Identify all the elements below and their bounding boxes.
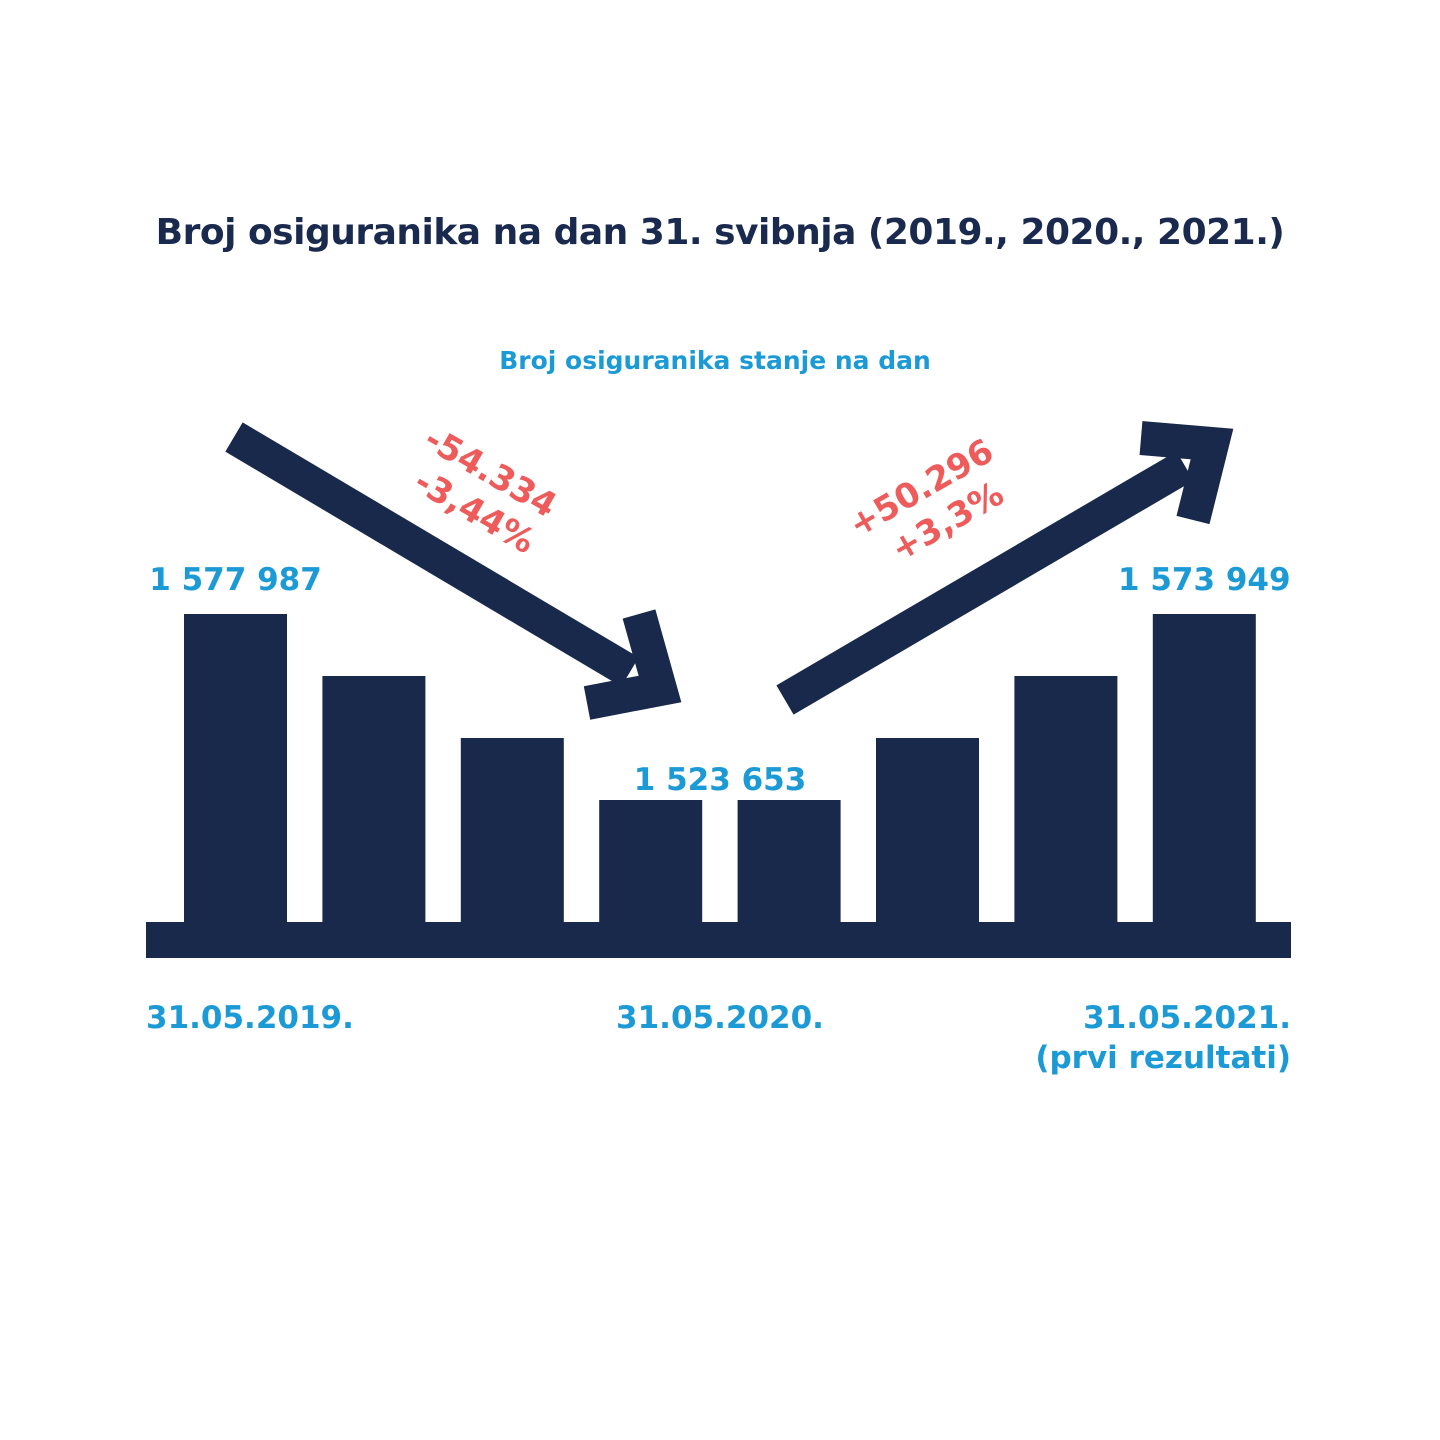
- bar-4: [737, 800, 841, 924]
- date-label-2-line-1: (prvi rezultati): [1035, 1040, 1291, 1076]
- baseline: [146, 922, 1291, 958]
- labels: 1 577 987 1 523 653 1 573 949 31.05.2019. 31…: [146, 562, 1291, 1076]
- bar-6: [1014, 676, 1118, 924]
- up-arrow-icon: [776, 421, 1234, 715]
- date-label-2: 31.05.2021. (prvi rezultati): [1035, 1000, 1291, 1076]
- chart-subtitle: Broj osiguranika stanje na dan: [499, 346, 931, 375]
- chart-title: Broj osiguranika na dan 31. svibnja (201…: [155, 212, 1285, 253]
- down-arrow-icon: [225, 422, 682, 720]
- bar-7: [1152, 614, 1256, 924]
- date-label-1: 31.05.2020.: [616, 1000, 824, 1036]
- value-label-1: 1 523 653: [634, 762, 807, 798]
- value-label-2: 1 573 949: [1118, 562, 1291, 598]
- bars: [184, 614, 1256, 924]
- bar-0: [184, 614, 287, 924]
- date-label-0: 31.05.2019.: [146, 1000, 354, 1036]
- bar-3: [599, 800, 703, 924]
- date-label-2-line-0: 31.05.2021.: [1083, 1000, 1291, 1036]
- bar-1: [322, 676, 426, 924]
- value-label-0: 1 577 987: [149, 562, 322, 598]
- date-label-1-line-0: 31.05.2020.: [616, 1000, 824, 1036]
- bar-2: [460, 738, 564, 924]
- date-label-0-line-0: 31.05.2019.: [146, 1000, 354, 1036]
- bar-5: [876, 738, 979, 924]
